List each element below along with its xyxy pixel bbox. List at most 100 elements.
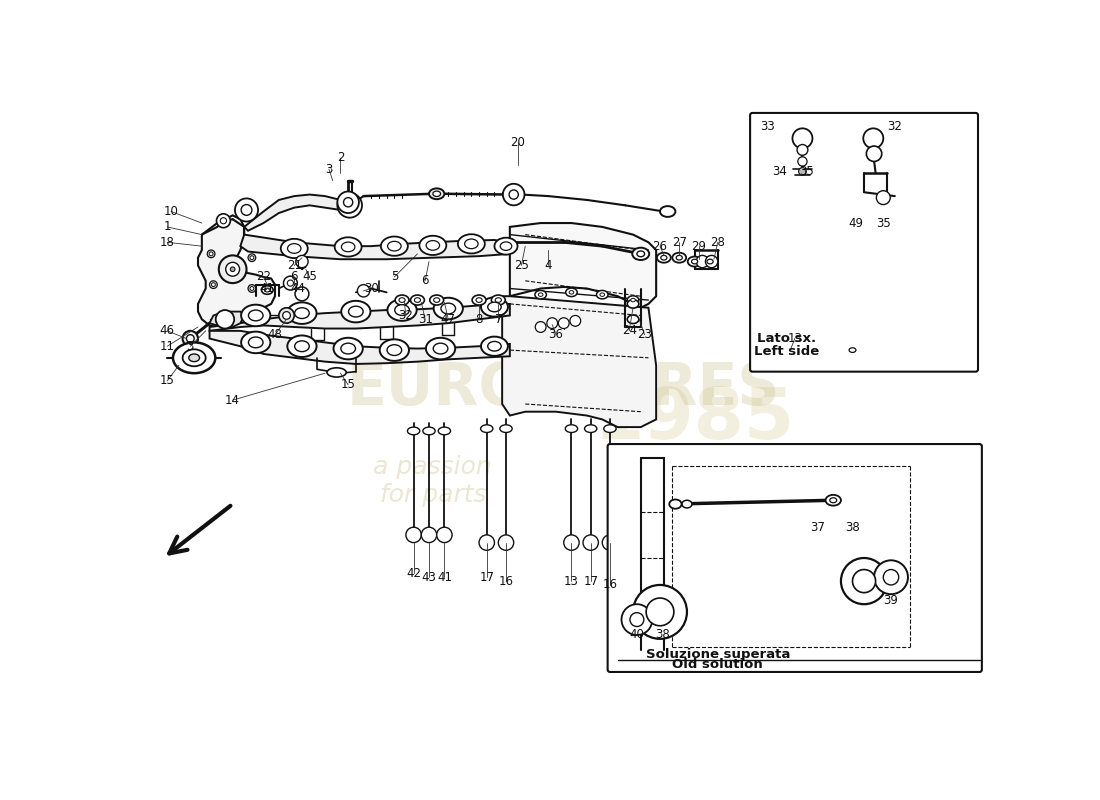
Ellipse shape: [499, 425, 513, 433]
Text: 32: 32: [398, 309, 414, 322]
Ellipse shape: [464, 239, 478, 249]
Ellipse shape: [426, 338, 455, 359]
Text: 16: 16: [498, 574, 514, 587]
Ellipse shape: [387, 299, 417, 321]
Ellipse shape: [569, 290, 574, 294]
Ellipse shape: [189, 354, 199, 362]
Text: 14: 14: [226, 394, 240, 406]
Polygon shape: [198, 215, 275, 327]
Circle shape: [883, 570, 899, 585]
Ellipse shape: [407, 427, 420, 435]
Ellipse shape: [183, 350, 206, 366]
Ellipse shape: [387, 345, 402, 355]
Polygon shape: [209, 331, 509, 364]
Circle shape: [547, 318, 558, 329]
Ellipse shape: [596, 290, 608, 299]
Text: 41: 41: [260, 282, 275, 295]
Circle shape: [509, 190, 518, 199]
Ellipse shape: [688, 257, 702, 266]
Ellipse shape: [538, 293, 543, 296]
Circle shape: [211, 282, 216, 286]
Ellipse shape: [627, 300, 639, 308]
Ellipse shape: [379, 339, 409, 361]
Text: 42: 42: [406, 567, 421, 580]
Circle shape: [343, 198, 353, 207]
Text: 44: 44: [290, 282, 306, 295]
Ellipse shape: [410, 295, 425, 305]
Ellipse shape: [433, 298, 463, 319]
Ellipse shape: [627, 296, 639, 304]
Circle shape: [877, 190, 890, 205]
Ellipse shape: [637, 251, 645, 257]
Circle shape: [840, 558, 887, 604]
Circle shape: [220, 218, 227, 224]
Circle shape: [779, 342, 794, 358]
Ellipse shape: [672, 253, 686, 262]
Text: 10: 10: [164, 205, 178, 218]
Circle shape: [250, 256, 254, 260]
Polygon shape: [240, 234, 514, 259]
Text: 3: 3: [187, 340, 194, 353]
Ellipse shape: [395, 295, 409, 305]
Ellipse shape: [481, 298, 508, 317]
Circle shape: [187, 334, 195, 342]
Circle shape: [230, 267, 235, 271]
Text: 17: 17: [583, 574, 598, 587]
Text: 45: 45: [302, 270, 317, 283]
Circle shape: [437, 527, 452, 542]
Text: 18: 18: [160, 236, 175, 249]
Text: 1: 1: [164, 220, 170, 234]
Ellipse shape: [295, 341, 309, 352]
Ellipse shape: [287, 244, 301, 254]
Circle shape: [209, 281, 218, 289]
Text: 8: 8: [475, 313, 483, 326]
Text: 24: 24: [621, 324, 637, 338]
Ellipse shape: [627, 315, 639, 323]
Text: Lato sx.: Lato sx.: [758, 332, 816, 345]
Text: 36: 36: [549, 328, 563, 341]
Ellipse shape: [399, 298, 405, 302]
Ellipse shape: [433, 343, 448, 354]
Ellipse shape: [280, 239, 308, 258]
Circle shape: [798, 157, 807, 166]
Circle shape: [634, 585, 686, 639]
Ellipse shape: [426, 241, 440, 250]
Circle shape: [799, 168, 806, 175]
Ellipse shape: [419, 236, 447, 255]
Circle shape: [864, 128, 883, 148]
Ellipse shape: [494, 238, 517, 254]
Text: 38: 38: [845, 521, 860, 534]
Circle shape: [209, 252, 213, 256]
Ellipse shape: [287, 335, 317, 357]
Text: 37: 37: [811, 521, 825, 534]
Text: 25: 25: [514, 259, 529, 272]
Polygon shape: [209, 311, 244, 327]
Text: 34: 34: [772, 165, 786, 178]
Ellipse shape: [249, 337, 263, 348]
Ellipse shape: [829, 498, 837, 502]
Ellipse shape: [600, 293, 605, 296]
Ellipse shape: [676, 255, 682, 260]
Ellipse shape: [500, 242, 512, 250]
Circle shape: [226, 262, 240, 276]
Polygon shape: [502, 296, 656, 427]
Circle shape: [798, 145, 807, 155]
Text: 1985: 1985: [594, 385, 795, 454]
Circle shape: [235, 198, 258, 222]
Ellipse shape: [349, 306, 363, 317]
Circle shape: [583, 535, 598, 550]
Circle shape: [646, 598, 674, 626]
Text: Old solution: Old solution: [672, 658, 763, 670]
Text: Soluzione superata: Soluzione superata: [646, 648, 790, 661]
Ellipse shape: [262, 286, 273, 294]
Text: 35: 35: [799, 165, 814, 178]
Text: 13: 13: [788, 332, 802, 345]
Text: 40: 40: [629, 629, 645, 642]
Circle shape: [421, 527, 437, 542]
Polygon shape: [244, 194, 352, 230]
Ellipse shape: [432, 191, 440, 197]
Circle shape: [498, 535, 514, 550]
Circle shape: [621, 604, 652, 635]
Text: 28: 28: [711, 236, 725, 249]
Ellipse shape: [287, 302, 317, 324]
